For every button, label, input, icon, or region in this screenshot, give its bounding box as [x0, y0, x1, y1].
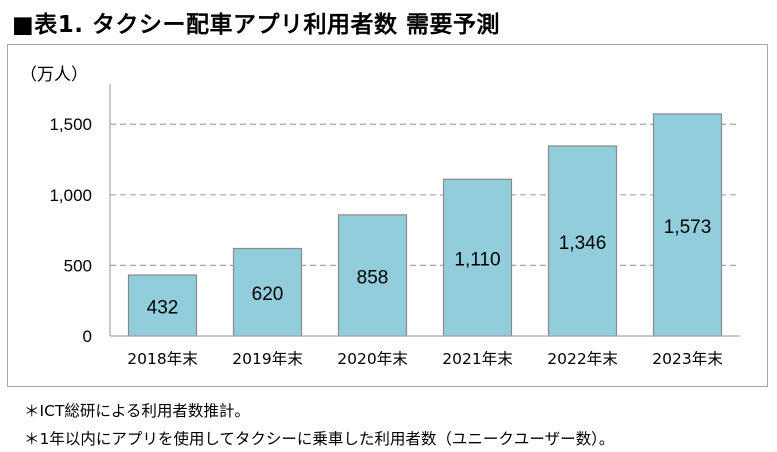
x-tick-label-4: 2022年末: [547, 350, 617, 368]
bar-value-label-0: 432: [147, 298, 179, 319]
bar-value-label-3: 1,110: [454, 250, 500, 271]
chart-frame: [7, 44, 768, 387]
bar-value-label-5: 1,573: [664, 217, 712, 238]
x-tick-label-0: 2018年末: [127, 350, 197, 368]
x-tick-label-5: 2023年末: [652, 350, 722, 368]
x-tick-label-1: 2019年末: [232, 350, 302, 368]
bar-2: [337, 214, 408, 337]
y-tick-label-1: 500: [64, 256, 92, 275]
footnote-definition: ＊1年以内にアプリを使用してタクシーに乗車した利用者数（ユニークユーザー数）。: [24, 430, 615, 448]
x-tick-label-3: 2021年末: [442, 350, 512, 368]
bar-5: [652, 113, 723, 337]
y-tick-label-0: 0: [83, 327, 92, 346]
bar-4: [547, 145, 618, 337]
bar-3: [442, 178, 513, 337]
x-tick-label-2: 2020年末: [337, 350, 407, 368]
chart-title: ■表1. タクシー配車アプリ利用者数 需要予測: [12, 12, 500, 38]
y-axis-unit-label: （万人）: [20, 65, 88, 84]
bar-value-label-1: 620: [252, 284, 284, 305]
y-tick-label-3: 1,500: [49, 115, 92, 134]
bar-1: [232, 247, 303, 337]
footnote-source: ＊ICT総研による利用者数推計。: [24, 402, 250, 420]
y-tick-label-2: 1,000: [49, 186, 92, 205]
bar-value-label-4: 1,346: [559, 233, 607, 254]
bar-value-label-2: 858: [357, 267, 389, 288]
